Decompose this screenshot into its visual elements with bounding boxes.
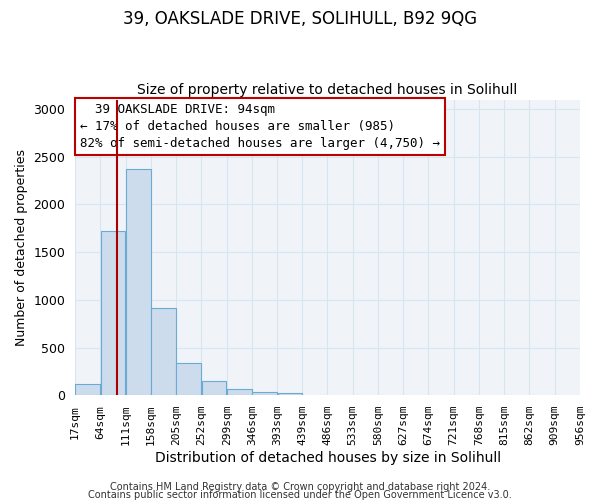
Text: 39 OAKSLADE DRIVE: 94sqm
← 17% of detached houses are smaller (985)
82% of semi-: 39 OAKSLADE DRIVE: 94sqm ← 17% of detach… [80, 102, 440, 150]
Text: Contains public sector information licensed under the Open Government Licence v3: Contains public sector information licen… [88, 490, 512, 500]
Bar [253, 392, 277, 395]
Bar [176, 363, 201, 395]
Text: Contains HM Land Registry data © Crown copyright and database right 2024.: Contains HM Land Registry data © Crown c… [110, 482, 490, 492]
Bar [126, 169, 151, 395]
Bar [278, 394, 302, 395]
Bar [101, 231, 125, 395]
Text: 39, OAKSLADE DRIVE, SOLIHULL, B92 9QG: 39, OAKSLADE DRIVE, SOLIHULL, B92 9QG [123, 10, 477, 28]
Title: Size of property relative to detached houses in Solihull: Size of property relative to detached ho… [137, 83, 518, 97]
Bar [227, 389, 252, 395]
Y-axis label: Number of detached properties: Number of detached properties [15, 149, 28, 346]
Bar [151, 308, 176, 395]
Bar [202, 381, 226, 395]
Bar [76, 384, 100, 395]
X-axis label: Distribution of detached houses by size in Solihull: Distribution of detached houses by size … [155, 451, 500, 465]
